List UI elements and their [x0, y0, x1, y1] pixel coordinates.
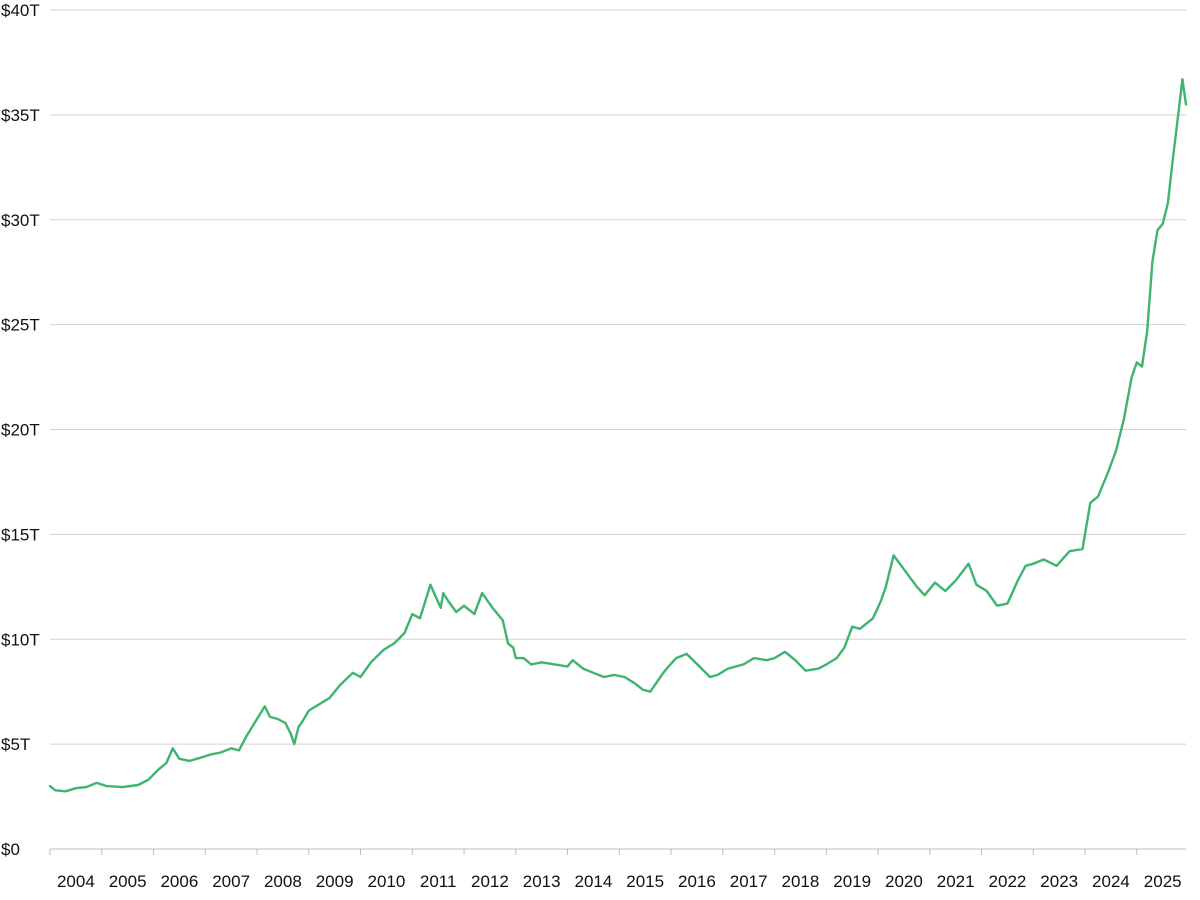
- x-tick-label: 2012: [471, 872, 509, 891]
- y-tick-label: $5T: [1, 735, 30, 754]
- x-tick-label: 2022: [989, 872, 1027, 891]
- y-tick-label: $20T: [1, 421, 40, 440]
- x-tick-label: 2008: [264, 872, 302, 891]
- x-tick-label: 2004: [57, 872, 95, 891]
- x-axis: 2004 2005 2006 2007 2008 2009 2010 2011 2012 2013…: [49, 849, 1182, 891]
- x-tick-label: 2009: [316, 872, 354, 891]
- y-tick-label: $35T: [1, 106, 40, 125]
- x-tick-label: 2020: [885, 872, 923, 891]
- y-tick-label: $0: [1, 840, 20, 859]
- x-tick-label: 2015: [626, 872, 664, 891]
- x-tick-label: 2023: [1040, 872, 1078, 891]
- x-tick-label: 2024: [1092, 872, 1130, 891]
- x-tick-label: 2019: [833, 872, 871, 891]
- x-tick-label: 2006: [160, 872, 198, 891]
- x-tick-label: 2007: [212, 872, 250, 891]
- x-tick-label: 2005: [109, 872, 147, 891]
- y-axis-tick-labels: $0 $5T $10T $15T $20T $25T $30T $35T $40T: [1, 1, 40, 859]
- y-tick-label: $25T: [1, 316, 40, 335]
- y-tick-label: $40T: [1, 1, 40, 20]
- x-tick-label: 2013: [523, 872, 561, 891]
- y-tick-label: $10T: [1, 630, 40, 649]
- gridlines: [50, 9, 1186, 850]
- y-tick-label: $30T: [1, 211, 40, 230]
- x-tick-label: 2011: [420, 872, 457, 891]
- x-tick-label: 2018: [782, 872, 820, 891]
- x-tick-label: 2016: [678, 872, 716, 891]
- x-tick-label: 2014: [575, 872, 613, 891]
- x-tick-label: 2021: [937, 872, 975, 891]
- series-layer: [48, 77, 1188, 793]
- y-tick-label: $15T: [1, 525, 40, 544]
- x-tick-label: 2010: [367, 872, 405, 891]
- series-line: [48, 77, 1188, 793]
- x-tick-label: 2017: [730, 872, 768, 891]
- x-tick-label: 2025: [1144, 872, 1182, 891]
